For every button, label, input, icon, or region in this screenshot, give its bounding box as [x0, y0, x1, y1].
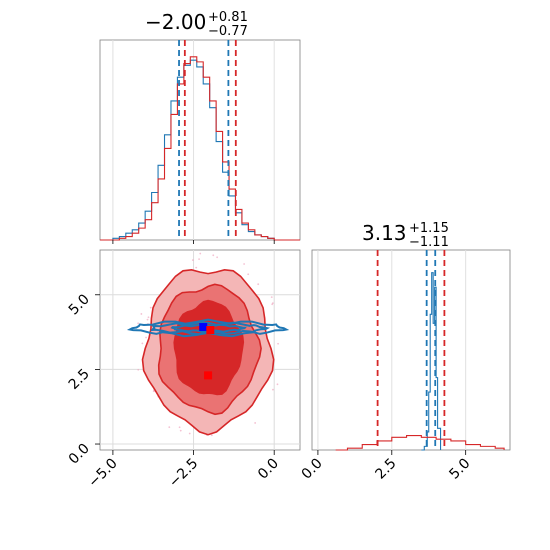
x-tick-label: 5.0: [446, 456, 473, 483]
estimate-marker: [199, 323, 208, 332]
x-tick-label: 2.5: [373, 456, 400, 483]
scatter-point: [188, 432, 191, 435]
x-tick-label: −5.0: [85, 456, 120, 491]
title-plus: +1.15: [409, 221, 449, 236]
scatter-point: [212, 254, 215, 257]
histogram-step-blue: [421, 272, 442, 451]
histogram-step-red: [100, 56, 300, 241]
scatter-point: [152, 390, 155, 393]
estimate-marker: [204, 371, 213, 380]
scatter-point: [247, 273, 250, 276]
title-minus: −0.77: [208, 24, 248, 39]
scatter-point: [147, 316, 150, 319]
panel-top-left: −2.00 +0.81 −0.77: [99, 10, 301, 244]
title-minus: −1.11: [409, 235, 449, 250]
scatter-point: [179, 429, 182, 432]
title-value: 3.13: [362, 221, 407, 245]
scatter-point: [270, 296, 273, 299]
scatter-point: [271, 302, 274, 305]
x-tick-label: 0.0: [299, 456, 326, 483]
x-tick-label: 0.0: [255, 456, 282, 483]
scatter-point: [149, 306, 152, 309]
scatter-point: [276, 383, 279, 386]
scatter-point: [137, 368, 140, 371]
scatter-point: [140, 313, 143, 315]
scatter-point: [137, 322, 140, 325]
title-value: −2.00: [145, 10, 206, 34]
scatter-point: [141, 342, 144, 345]
y-tick-label: 2.5: [66, 366, 93, 393]
title-plus: +0.81: [208, 10, 248, 25]
scatter-point: [254, 422, 257, 424]
panel-bottom-right: 0.0 2.5 5.0 3.13 +1.15 −1.11: [299, 221, 511, 483]
scatter-point: [210, 434, 213, 437]
scatter-point: [195, 266, 198, 269]
histogram-step-red: [335, 434, 505, 451]
scatter-point: [178, 426, 181, 429]
histogram-step-blue: [100, 59, 300, 241]
axes-frame: [99, 249, 301, 451]
scatter-point: [198, 258, 200, 261]
axes-frame: [99, 39, 301, 241]
panel-bottom-left: −5.0 −2.5 0.0 0.0 2.5 5.0: [66, 249, 301, 491]
y-tick-label: 0.0: [66, 441, 93, 468]
estimate-marker: [206, 326, 215, 334]
y-tick-label: 5.0: [66, 291, 93, 318]
blue-contour-level: [150, 321, 271, 336]
scatter-point: [277, 342, 279, 345]
scatter-point: [146, 318, 149, 321]
scatter-point: [191, 259, 194, 261]
scatter-point: [216, 256, 219, 259]
axes-frame: [311, 249, 511, 451]
scatter-point: [168, 426, 171, 429]
scatter-point: [199, 252, 202, 255]
scatter-point: [145, 336, 147, 339]
scatter-point: [257, 283, 260, 286]
x-tick-label: −2.5: [166, 456, 201, 491]
blue-contour-level: [170, 323, 247, 333]
scatter-point: [243, 263, 246, 265]
blue-contour-level: [126, 318, 290, 338]
scatter-point: [272, 388, 274, 391]
